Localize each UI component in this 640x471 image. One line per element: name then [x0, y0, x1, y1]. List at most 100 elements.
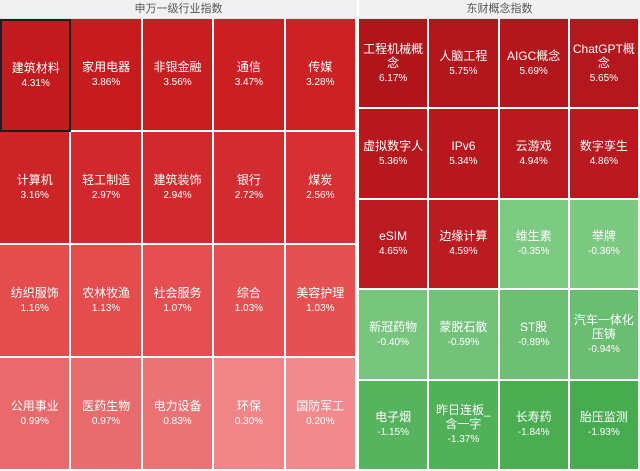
tile-name: 社会服务 — [153, 286, 202, 300]
tile-name: 通信 — [236, 60, 261, 74]
heatmap-tile[interactable]: 举牌 -0.36% — [569, 199, 640, 291]
tile-name: 边缘计算 — [439, 229, 488, 244]
tile-change-pct: -0.40% — [377, 336, 409, 348]
heatmap-tile[interactable]: ChatGPT概念 5.65% — [569, 19, 640, 110]
tile-change-pct: -1.84% — [517, 427, 550, 439]
tile-change-pct: 5.36% — [378, 156, 408, 168]
tile-name: 昨日连板_含一字 — [436, 403, 491, 432]
heatmap-tile[interactable]: 公用事业 0.99% — [0, 358, 72, 471]
tile-name: 环保 — [236, 399, 261, 413]
heatmap-tile[interactable]: 家用电器 3.86% — [71, 19, 143, 132]
tile-name: 胎压监测 — [579, 410, 628, 425]
heatmap-tile[interactable]: IPv6 5.34% — [429, 109, 500, 200]
heatmap-tile[interactable]: 美容护理 1.03% — [285, 245, 357, 358]
tile-change-pct: 5.65% — [589, 72, 619, 84]
heatmap-tile[interactable]: 数字孪生 4.86% — [569, 109, 640, 200]
heatmap-tile[interactable]: 非银金融 3.56% — [142, 19, 215, 132]
heatmap-tile[interactable]: 计算机 3.16% — [0, 132, 72, 245]
heatmap-tile[interactable]: 汽车一体化压铸 -0.94% — [569, 290, 640, 381]
tile-name: 举牌 — [591, 229, 616, 244]
tile-name: 综合 — [236, 286, 261, 300]
tile-name: 汽车一体化压铸 — [573, 312, 634, 341]
heatmap-tile[interactable]: ST股 -0.89% — [499, 290, 570, 381]
tile-change-pct: 1.03% — [234, 303, 264, 314]
heatmap-tile[interactable]: 通信 3.47% — [214, 19, 286, 132]
heatmap-tile[interactable]: 胎压监测 -1.93% — [569, 380, 640, 471]
tile-change-pct: 3.86% — [91, 77, 121, 88]
tile-change-pct: 4.31% — [21, 78, 50, 89]
heatmap-tile[interactable]: 建筑装饰 2.94% — [142, 132, 215, 245]
tile-change-pct: 0.83% — [163, 416, 192, 427]
heatmap-tile[interactable]: 虚拟数字人 5.36% — [359, 109, 430, 200]
tile-change-pct: 4.59% — [449, 246, 478, 258]
tile-change-pct: -0.94% — [588, 343, 620, 355]
tile-change-pct: 4.94% — [519, 156, 548, 168]
tile-name: 电子烟 — [375, 410, 412, 425]
heatmap-tile[interactable]: 农林牧渔 1.13% — [71, 245, 143, 358]
tile-name: 国防军工 — [296, 399, 345, 413]
tile-change-pct: 2.56% — [306, 190, 335, 201]
heatmap-tile[interactable]: 国防军工 0.20% — [285, 358, 357, 471]
tile-name: 云游戏 — [515, 139, 552, 154]
heatmap-tile[interactable]: 建筑材料 4.31% — [0, 19, 72, 132]
heatmap-tile[interactable]: 医药生物 0.97% — [71, 358, 143, 471]
tile-change-pct: 1.13% — [91, 303, 121, 314]
tile-change-pct: 5.69% — [519, 65, 548, 77]
heatmap-tile[interactable]: 维生素 -0.35% — [499, 199, 570, 291]
tile-name: 农林牧渔 — [82, 286, 131, 300]
heatmap-tile[interactable]: 银行 2.72% — [214, 132, 286, 245]
heatmap-tile[interactable]: 新冠药物 -0.40% — [359, 290, 430, 381]
concept-index-heatmap: 东财概念指数 工程机械概念 6.17% 人脑工程 5.75% AIGC概念 5.69% Ch… — [359, 0, 640, 471]
tile-name: 数字孪生 — [579, 139, 628, 154]
heatmap-tile[interactable]: 轻工制造 2.97% — [71, 132, 143, 245]
tile-change-pct: 0.99% — [20, 416, 49, 427]
heatmap-tile[interactable]: 综合 1.03% — [214, 245, 286, 358]
tile-name: 家用电器 — [82, 60, 131, 74]
tile-name: 人脑工程 — [439, 48, 488, 63]
tile-name: 银行 — [236, 173, 261, 187]
tile-change-pct: 0.97% — [91, 416, 121, 427]
tile-name: 建筑装饰 — [153, 173, 202, 187]
tile-name: 医药生物 — [82, 399, 131, 413]
heatmap-tile[interactable]: 工程机械概念 6.17% — [359, 19, 430, 110]
tile-change-pct: 3.28% — [306, 77, 335, 88]
tile-change-pct: 0.30% — [234, 416, 264, 427]
tile-name: 蒙脱石散 — [439, 319, 488, 334]
tile-name: ST股 — [519, 319, 548, 334]
tile-name: 煤炭 — [308, 173, 333, 187]
heatmap-tile[interactable]: 长寿药 -1.84% — [499, 380, 570, 471]
heatmap-tile[interactable]: 纺织服饰 1.16% — [0, 245, 72, 358]
heatmap-tile[interactable]: 人脑工程 5.75% — [429, 19, 500, 110]
heatmap-tile[interactable]: 昨日连板_含一字 -1.37% — [429, 380, 500, 471]
tile-change-pct: -0.36% — [588, 246, 620, 258]
heatmap-tile[interactable]: AIGC概念 5.69% — [499, 19, 570, 110]
heatmap-tile[interactable]: 电子烟 -1.15% — [359, 380, 430, 471]
tile-change-pct: 3.56% — [163, 77, 192, 88]
tile-name: 传媒 — [308, 60, 333, 74]
tile-change-pct: 1.03% — [306, 303, 335, 314]
tile-change-pct: -1.93% — [588, 427, 620, 439]
heatmap-tile[interactable]: 社会服务 1.07% — [142, 245, 215, 358]
heatmap-tile[interactable]: 传媒 3.28% — [285, 19, 357, 132]
tile-name: ChatGPT概念 — [572, 41, 635, 70]
tile-change-pct: -0.35% — [517, 246, 550, 258]
heatmap-tile[interactable]: 环保 0.30% — [214, 358, 286, 471]
heatmap-tile[interactable]: 边缘计算 4.59% — [429, 199, 500, 291]
heatmap-tile[interactable]: eSIM 4.65% — [359, 199, 430, 291]
tile-name: 建筑材料 — [11, 61, 60, 75]
tile-change-pct: 3.16% — [20, 190, 49, 201]
heatmap-tile[interactable]: 云游戏 4.94% — [499, 109, 570, 200]
tile-name: 工程机械概念 — [363, 41, 424, 70]
heatmap-tile[interactable]: 煤炭 2.56% — [285, 132, 357, 245]
tile-change-pct: -0.59% — [447, 336, 480, 348]
tile-name: 虚拟数字人 — [363, 139, 424, 154]
tile-change-pct: 2.97% — [91, 190, 121, 201]
tile-name: 纺织服饰 — [10, 286, 59, 300]
tile-name: IPv6 — [451, 139, 476, 154]
tile-change-pct: -1.37% — [447, 434, 480, 446]
heatmap-tile[interactable]: 蒙脱石散 -0.59% — [429, 290, 500, 381]
heatmap-tile[interactable]: 电力设备 0.83% — [142, 358, 215, 471]
tile-change-pct: 2.94% — [163, 190, 192, 201]
concept-index-title: 东财概念指数 — [359, 0, 640, 19]
tile-name: 维生素 — [515, 229, 552, 244]
